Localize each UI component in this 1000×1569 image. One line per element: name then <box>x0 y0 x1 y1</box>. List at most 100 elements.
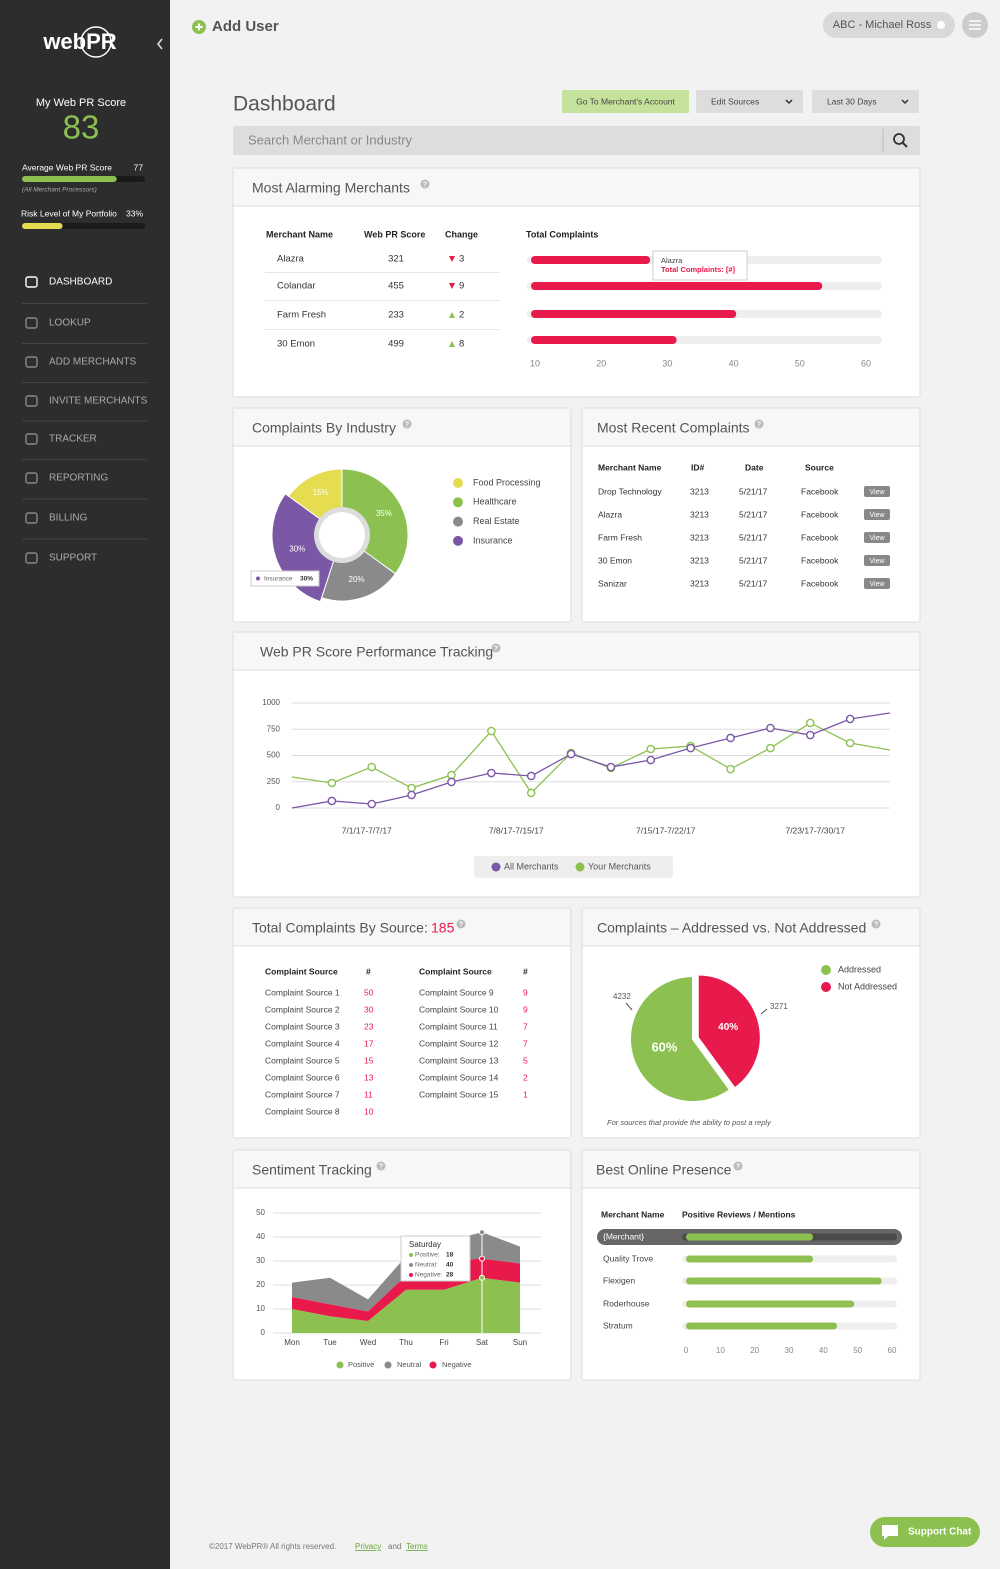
source-name: Complaint Source 9 <box>419 987 494 997</box>
header-button[interactable] <box>696 90 803 113</box>
x-tick-label: 50 <box>853 1346 862 1355</box>
view-button[interactable] <box>864 555 890 566</box>
table-cell: 5/21/17 <box>739 532 768 542</box>
support-chat-button[interactable] <box>870 1517 980 1547</box>
merchant-score: 321 <box>388 254 404 265</box>
tooltip-title: Saturday <box>409 1240 441 1249</box>
source-count: 50 <box>364 987 374 997</box>
merchant-score: 455 <box>388 281 404 292</box>
search-bar[interactable] <box>233 126 920 155</box>
view-button[interactable] <box>864 486 890 497</box>
count-label: 4232 <box>613 992 631 1001</box>
hover-dot <box>479 1274 485 1281</box>
header-button[interactable] <box>812 90 919 113</box>
x-tick-label: 60 <box>861 358 871 368</box>
x-tick-label: Fri <box>439 1338 449 1347</box>
legend-label: Insurance <box>473 535 513 545</box>
slice-label: 30% <box>289 545 305 554</box>
merchant-name: {Merchant} <box>603 1231 644 1241</box>
data-point <box>367 799 377 809</box>
column-header: # <box>523 966 528 976</box>
average-bar <box>22 176 117 182</box>
source-name: Complaint Source 3 <box>265 1021 340 1031</box>
table-cell: 30 Emon <box>598 555 632 565</box>
user-pill[interactable] <box>823 12 955 38</box>
merchant-change: 3 <box>459 254 464 265</box>
source-count: 10 <box>364 1106 374 1116</box>
source-count: 7 <box>523 1021 528 1031</box>
x-tick-label: 20 <box>750 1346 759 1355</box>
x-tick-label: 0 <box>684 1346 689 1355</box>
data-point <box>327 796 337 806</box>
nav-item[interactable]: BILLING <box>49 513 88 524</box>
x-tick-label: 40 <box>819 1346 828 1355</box>
header-button-label: Last 30 Days <box>827 96 877 106</box>
source-name: Complaint Source 13 <box>419 1055 499 1065</box>
tooltip-dot <box>256 576 260 581</box>
x-tick-label: 7/8/17-7/15/17 <box>489 825 544 835</box>
source-name: Complaint Source 12 <box>419 1038 499 1048</box>
table-cell: Sanizar <box>598 578 627 588</box>
bar <box>531 282 823 290</box>
privacy-link[interactable]: Privacy <box>355 1542 381 1551</box>
nav-item[interactable]: TRACKER <box>49 434 97 445</box>
tooltip-value: 18 <box>446 1252 454 1259</box>
panel-header <box>582 408 920 447</box>
nav-item[interactable]: DASHBOARD <box>49 277 112 288</box>
header-button-label: Go To Merchant's Account <box>576 96 675 106</box>
table-cell: 5/21/17 <box>739 509 768 519</box>
data-point <box>686 743 695 753</box>
risk-value: 33% <box>126 208 143 218</box>
total-complaints: 185 <box>431 920 455 936</box>
nav-item[interactable]: ADD MERCHANTS <box>49 357 137 368</box>
help-icon <box>376 1161 386 1171</box>
table-cell: 5/21/17 <box>739 486 768 496</box>
source-count: 23 <box>364 1021 374 1031</box>
view-label: View <box>869 558 885 565</box>
legend-box <box>474 856 673 878</box>
source-name: Complaint Source 14 <box>419 1072 499 1082</box>
panel-header <box>233 168 920 207</box>
trend-down <box>449 256 455 262</box>
merchant-name: Flexigen <box>603 1275 635 1285</box>
merchant-change: 2 <box>459 310 464 321</box>
data-point <box>726 733 735 743</box>
nav-icon <box>25 356 38 368</box>
risk-bar <box>22 223 63 229</box>
panel-title: Complaints By Industry <box>252 420 396 436</box>
add-user[interactable]: Add User <box>212 18 279 35</box>
view-button[interactable] <box>864 509 890 520</box>
x-tick-label: 7/1/17-7/7/17 <box>342 825 392 835</box>
table-cell: 3213 <box>690 532 709 542</box>
tooltip-label: Negative: <box>415 1272 443 1279</box>
panel-header <box>582 1150 920 1189</box>
data-point <box>845 738 855 748</box>
nav-item[interactable]: REPORTING <box>49 473 108 484</box>
search-icon[interactable] <box>893 133 905 145</box>
terms-link[interactable]: Terms <box>406 1542 428 1551</box>
nav-item[interactable]: INVITE MERCHANTS <box>49 396 148 407</box>
tooltip <box>400 1235 471 1282</box>
search-placeholder: Search Merchant or Industry <box>248 132 413 147</box>
header-button[interactable] <box>562 90 689 113</box>
nav-item[interactable]: LOOKUP <box>49 318 91 329</box>
help-icon <box>420 179 430 189</box>
x-tick-label: 10 <box>530 358 540 368</box>
table-cell: Farm Fresh <box>598 532 642 542</box>
source-count: 7 <box>523 1038 528 1048</box>
x-tick-label: Wed <box>360 1338 376 1347</box>
nav-item[interactable]: SUPPORT <box>49 553 97 564</box>
view-label: View <box>869 512 885 519</box>
view-button[interactable] <box>864 532 890 543</box>
help-mark: ? <box>736 1163 740 1170</box>
help-icon <box>456 919 466 929</box>
column-header: Positive Reviews / Mentions <box>682 1209 796 1219</box>
collapse-arrow[interactable] <box>156 38 163 50</box>
view-button[interactable] <box>864 578 890 589</box>
source-name: Complaint Source 10 <box>419 1004 499 1014</box>
pie-slice <box>629 974 732 1103</box>
tooltip-label: Insurance <box>264 576 293 583</box>
table-cell: 5/21/17 <box>739 578 768 588</box>
legend-dot <box>575 862 585 872</box>
data-point <box>447 777 456 787</box>
